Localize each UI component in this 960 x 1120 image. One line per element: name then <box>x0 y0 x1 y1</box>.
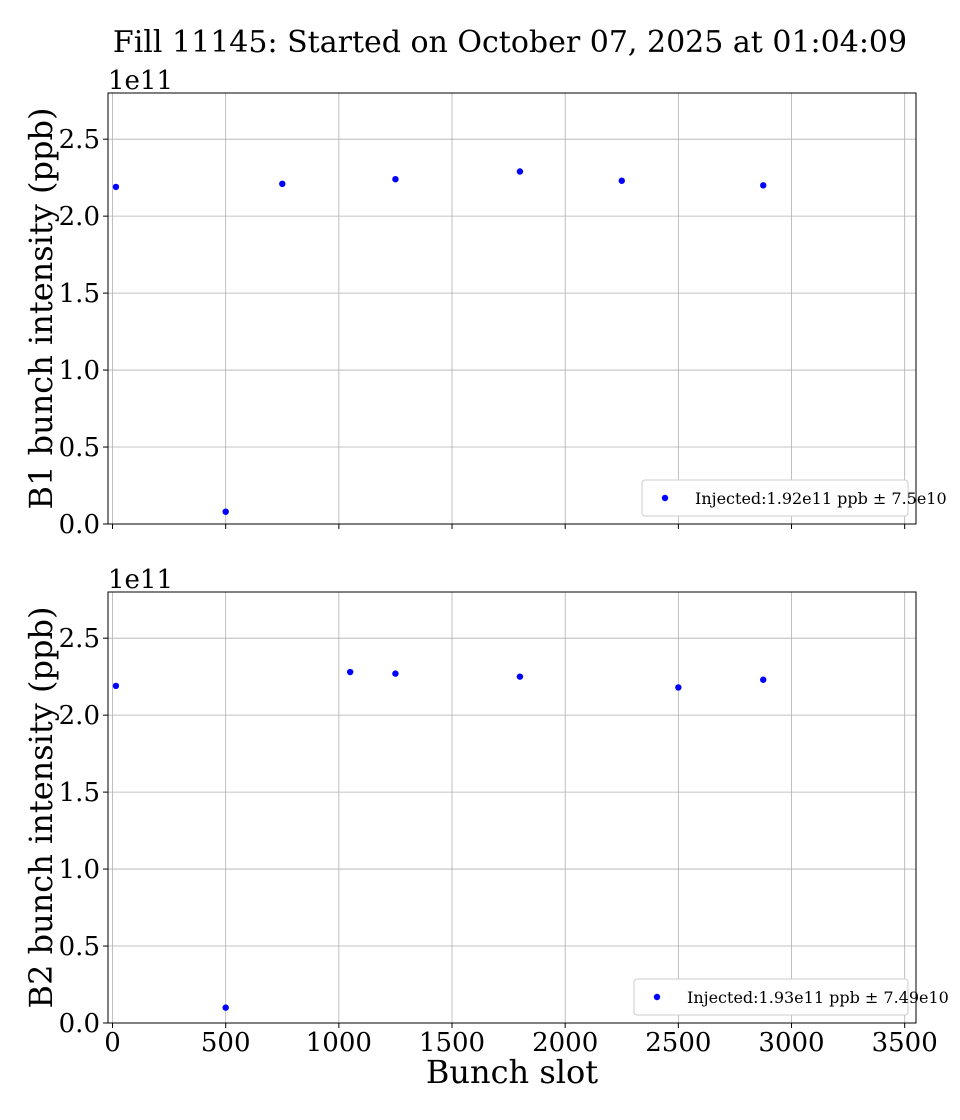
y-tick-label: 2.5 <box>59 624 100 654</box>
b2-intensity-panel: 0 500 1000 1500 2000 2500 3000 3500 0.0 0.5 1.0 1.5… <box>22 565 949 1091</box>
x-tick-label: 1000 <box>306 1028 372 1058</box>
data-point <box>760 182 767 189</box>
y-offset-label: 1e11 <box>108 565 173 595</box>
legend-box <box>633 978 909 1016</box>
y-tick-label: 1.0 <box>59 855 100 885</box>
axes-frame <box>107 591 917 1024</box>
figure-title: Fill 11145: Started on October 07, 2025 … <box>113 25 907 60</box>
data-point <box>392 670 399 677</box>
y-tick-label: 1.5 <box>59 778 100 808</box>
data-point <box>760 676 767 683</box>
legend-label: Injected:1.93e11 ppb ± 7.49e10 <box>687 988 949 1007</box>
legend-marker <box>661 494 669 502</box>
data-point <box>392 176 399 183</box>
y-tick-label: 1.5 <box>59 279 100 309</box>
y-tick-label: 1.0 <box>59 356 100 386</box>
y-tick-label: 0.0 <box>59 1009 100 1039</box>
x-axis-label: Bunch slot <box>426 1053 598 1091</box>
x-tick-label: 2000 <box>532 1028 598 1058</box>
x-tick-label: 0 <box>104 1028 121 1058</box>
y-tick-label: 0.5 <box>59 932 100 962</box>
x-tick-label: 2500 <box>645 1028 711 1058</box>
axes-frame <box>107 92 917 525</box>
y-tick-label: 0.5 <box>59 433 100 463</box>
data-point <box>675 684 682 691</box>
data-point <box>112 183 120 191</box>
y-tick-label: 2.0 <box>59 701 100 731</box>
x-tick-label: 3500 <box>872 1028 938 1058</box>
data-point <box>516 673 524 680</box>
y-tick-label: 2.0 <box>59 202 100 232</box>
x-tick-label: 1500 <box>419 1028 485 1058</box>
y-tick-label: 0.0 <box>59 510 100 540</box>
y-axis-label: B1 bunch intensity (ppb) <box>22 108 60 510</box>
data-point <box>346 668 354 676</box>
y-tick-label: 2.5 <box>59 125 100 155</box>
data-point <box>222 508 229 515</box>
b1-intensity-panel: 0.0 0.5 1.0 1.5 2.0 2.5 1e11 B1 bunch intensity… <box>22 66 947 540</box>
data-point <box>222 1004 229 1011</box>
data-point <box>618 177 625 184</box>
legend-marker <box>653 993 661 1001</box>
data-point <box>112 682 120 690</box>
legend-box <box>641 479 909 517</box>
data-point <box>279 180 286 188</box>
y-axis-label: B2 bunch intensity (ppb) <box>22 607 60 1009</box>
legend-label: Injected:1.92e11 ppb ± 7.5e10 <box>695 489 947 508</box>
data-point <box>516 168 524 175</box>
y-offset-label: 1e11 <box>108 66 173 96</box>
x-tick-label: 500 <box>201 1028 251 1058</box>
x-tick-label: 3000 <box>758 1028 824 1058</box>
